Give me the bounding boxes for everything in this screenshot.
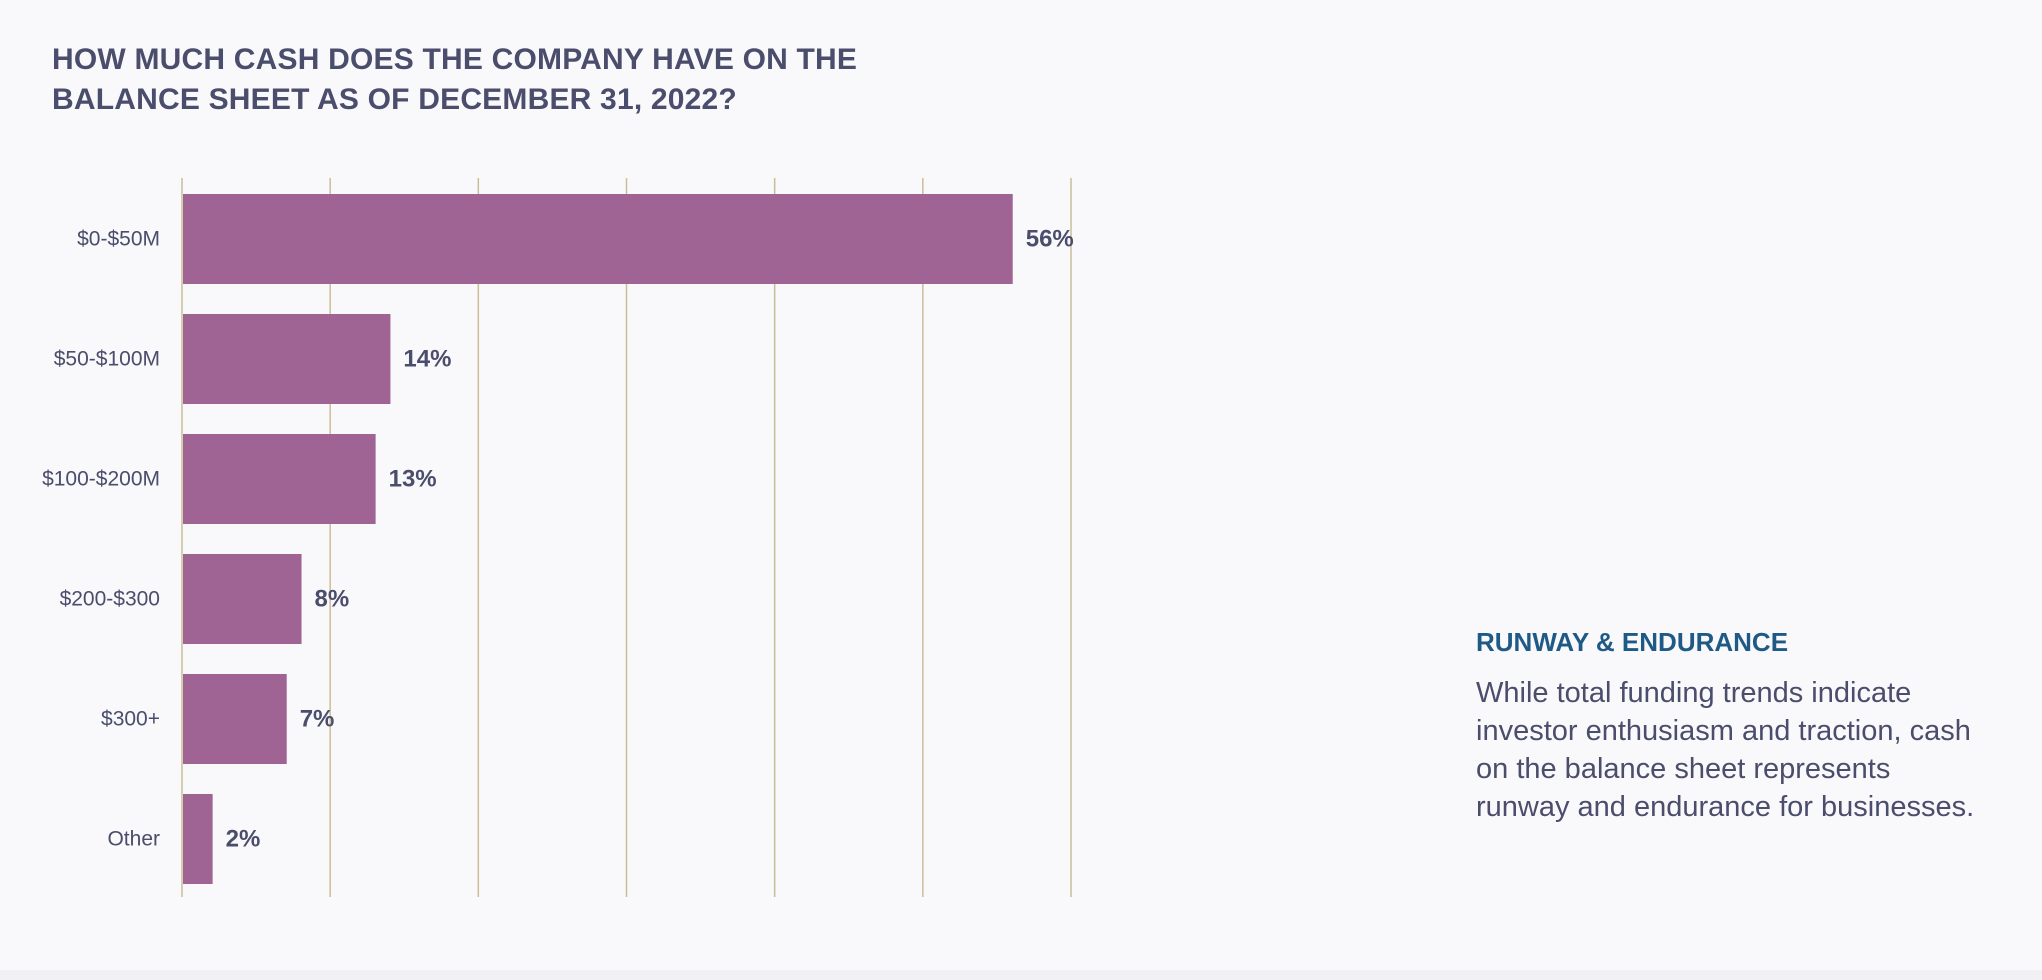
category-label: $50-$100M <box>54 348 160 371</box>
labels: $0-$50M 56% $50-$100M 14% $100-$200M 13% $200-… <box>42 226 1074 853</box>
value-label: 8% <box>315 586 350 613</box>
insight-body: While total funding trends indicate inve… <box>1476 677 1975 823</box>
value-label: 56% <box>1026 226 1074 253</box>
bar <box>183 314 391 404</box>
insight-panel: RUNWAY & ENDURANCE While total funding t… <box>1476 626 1976 826</box>
value-label: 13% <box>389 466 437 493</box>
insight-heading: RUNWAY & ENDURANCE <box>1476 627 1789 657</box>
category-label: $0-$50M <box>77 228 160 251</box>
category-label: $200-$300 <box>60 588 160 611</box>
category-label: Other <box>107 828 160 851</box>
bar-chart: $0-$50M 56% $50-$100M 14% $100-$200M 13% $200-… <box>42 178 1074 897</box>
footer-strip <box>0 970 2042 980</box>
value-label: 14% <box>403 346 451 373</box>
chart-title: HOW MUCH CASH DOES THE COMPANY HAVE ON T… <box>52 43 858 116</box>
bars <box>183 194 1013 884</box>
bar <box>183 194 1013 284</box>
bar <box>183 554 302 644</box>
value-label: 2% <box>226 826 261 853</box>
bar <box>183 794 213 884</box>
bar <box>183 674 287 764</box>
gridlines <box>181 178 1072 897</box>
value-label: 7% <box>300 706 335 733</box>
bar <box>183 434 376 524</box>
category-label: $300+ <box>101 708 160 731</box>
category-label: $100-$200M <box>42 468 160 491</box>
